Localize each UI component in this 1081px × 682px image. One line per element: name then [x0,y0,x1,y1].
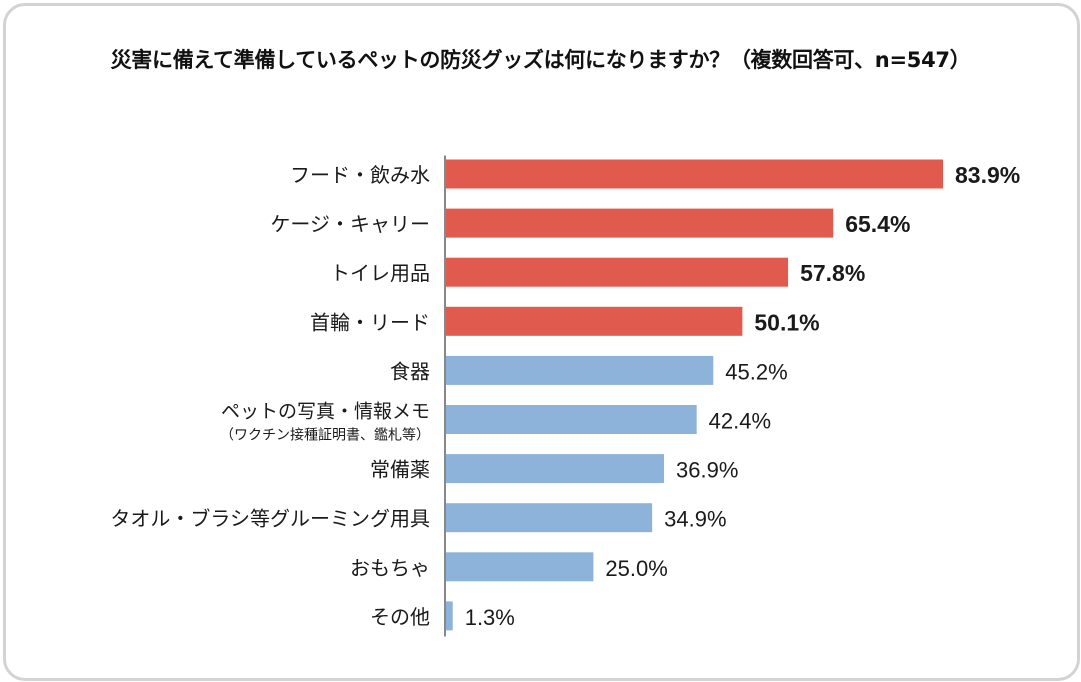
data-label: 50.1% [754,309,819,335]
category-label: ケージ・キャリー [270,212,430,236]
data-label: 34.9% [664,507,726,532]
category-sublabel: （ワクチン接種証明書、鑑札等） [220,427,430,444]
data-label: 65.4% [845,211,910,237]
bar [445,355,714,385]
category-label: その他 [370,605,430,629]
data-label: 57.8% [800,260,865,286]
category-label: タオル・ブラシ等グルーミング用具 [110,507,430,531]
bar [445,208,834,238]
bar [445,454,665,484]
category-label: フード・飲み水 [290,163,430,187]
bar [445,552,594,582]
data-label: 42.4% [709,409,771,434]
category-label: トイレ用品 [330,261,430,285]
bar [445,159,943,189]
data-label: 83.9% [955,162,1020,188]
category-label: 食器 [390,359,430,383]
category-label: ペットの写真・情報メモ [221,401,430,423]
bar [445,503,653,533]
bar [445,306,743,336]
bar [445,405,697,434]
category-label: おもちゃ [350,556,430,580]
category-label: 首輪・リード [310,310,430,334]
data-label: 45.2% [725,359,787,384]
chart-title: 災害に備えて準備しているペットの防災グッズは何になりますか？（複数回答可、n=5… [110,48,971,72]
data-label: 1.3% [465,605,515,630]
bar [445,601,453,631]
data-label: 36.9% [676,458,738,483]
data-label: 25.0% [605,556,667,581]
category-label: 常備薬 [370,458,430,482]
bar [445,257,789,287]
